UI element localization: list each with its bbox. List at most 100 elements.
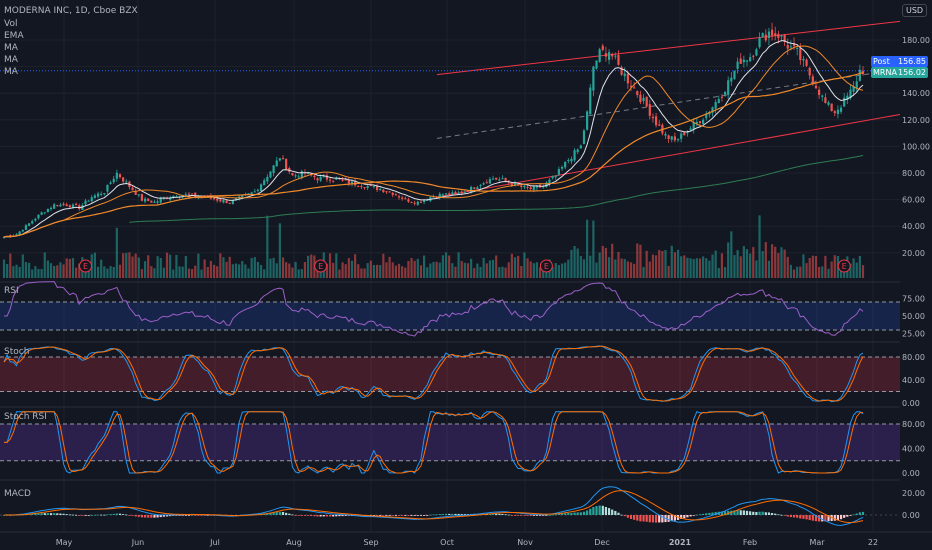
- macd-histogram-bar: [278, 511, 281, 515]
- macd-histogram-bar: [338, 515, 341, 517]
- volume-bar: [749, 253, 752, 278]
- stoch_rsi-tick-label: 80.00: [902, 420, 925, 429]
- candle-body: [2, 236, 6, 239]
- indicator-label-ma1[interactable]: MA: [4, 43, 18, 53]
- candle-body: [401, 197, 404, 199]
- volume-bar: [310, 254, 313, 278]
- volume-bar: [397, 263, 401, 278]
- candle-body: [601, 45, 604, 50]
- indicator-label-ema[interactable]: EMA: [4, 31, 24, 41]
- macd-histogram-bar: [651, 515, 655, 523]
- candle-body: [780, 35, 783, 37]
- stoch-pane-label[interactable]: Stoch: [4, 347, 30, 357]
- candle-body: [325, 175, 329, 180]
- macd-histogram-bar: [495, 513, 498, 515]
- candle-body: [758, 37, 761, 48]
- volume-bar: [592, 220, 595, 278]
- volume-bar: [291, 267, 294, 278]
- candle-body: [501, 178, 504, 180]
- time-tick-label: Jul: [209, 538, 220, 547]
- candle-body: [620, 67, 623, 75]
- candle-body: [607, 52, 611, 60]
- candle-body: [87, 200, 90, 202]
- volume-bar: [614, 259, 617, 278]
- candle-body: [560, 166, 564, 169]
- candle-body: [548, 179, 551, 184]
- macd-histogram-bar: [297, 515, 300, 516]
- candle-body: [24, 225, 28, 230]
- candle-body: [416, 201, 419, 205]
- candle-body: [667, 135, 670, 139]
- macd-histogram-bar: [658, 515, 661, 523]
- candle-body: [184, 194, 187, 196]
- candle-body: [59, 204, 62, 207]
- candle-body: [814, 85, 818, 89]
- candle-body: [692, 122, 695, 130]
- macd-pane-label[interactable]: MACD: [4, 489, 31, 499]
- candle-body: [407, 199, 410, 202]
- macd-histogram-bar: [335, 515, 338, 517]
- macd-histogram-bar: [191, 514, 194, 516]
- volume-bar: [808, 257, 811, 278]
- volume-bar: [203, 259, 206, 278]
- volume-bar: [535, 262, 539, 278]
- indicator-label-ma3[interactable]: MA: [4, 67, 18, 77]
- candle-body: [350, 181, 354, 185]
- candle-body: [711, 107, 714, 113]
- volume-bar: [520, 266, 523, 278]
- candle-body: [194, 192, 197, 197]
- volume-bar: [303, 262, 307, 278]
- candle-body: [796, 48, 799, 50]
- volume-bar: [711, 254, 714, 278]
- price-tick-label: 40.00: [902, 222, 925, 231]
- volume-bar: [479, 266, 482, 278]
- volume-bar: [821, 266, 824, 278]
- macd-histogram-bar: [112, 513, 115, 515]
- volume-bar: [93, 252, 97, 278]
- rsi-pane-label[interactable]: RSI: [4, 286, 19, 296]
- macd-histogram-bar: [551, 514, 554, 516]
- candle-body: [482, 183, 485, 185]
- volume-bar: [698, 258, 702, 278]
- candle-body: [858, 69, 861, 81]
- macd-histogram-bar: [714, 512, 717, 515]
- volume-bar: [65, 258, 68, 278]
- candle-body: [799, 48, 802, 60]
- macd-histogram-bar: [526, 515, 529, 516]
- volume-bar: [281, 257, 285, 278]
- candle-body: [702, 119, 705, 124]
- stoch_rsi-band: [0, 424, 900, 461]
- stoch-rsi-pane-label[interactable]: Stoch RSI: [4, 412, 47, 422]
- volume-bar: [413, 260, 416, 278]
- candle-body: [792, 43, 796, 47]
- candle-body: [739, 58, 742, 64]
- candle-body: [532, 186, 535, 190]
- volume-bar: [256, 261, 260, 278]
- macd-histogram-bar: [720, 511, 724, 515]
- volume-bar: [165, 252, 169, 278]
- volume-bar: [827, 268, 830, 278]
- candle-body: [316, 178, 319, 181]
- volume-bar: [858, 255, 861, 278]
- ma-line-2: [3, 72, 864, 238]
- candle-body: [470, 186, 473, 193]
- volume-bar: [278, 223, 281, 278]
- volume-bar: [680, 256, 683, 278]
- price-tick-label: 140.00: [902, 89, 930, 98]
- macd-histogram-bar: [319, 515, 322, 517]
- indicator-label-vol[interactable]: Vol: [4, 19, 18, 29]
- volume-bar: [200, 269, 203, 278]
- macd-histogram-bar: [401, 515, 404, 516]
- candle-body: [322, 176, 325, 178]
- indicator-label-ma2[interactable]: MA: [4, 55, 18, 65]
- volume-bar: [206, 267, 209, 278]
- volume-bar: [34, 266, 37, 278]
- currency-button[interactable]: USD: [902, 4, 928, 17]
- volume-bar: [491, 259, 495, 278]
- candle-body: [247, 193, 250, 195]
- macd-histogram-bar: [752, 511, 755, 515]
- candle-body: [332, 180, 335, 182]
- macd-histogram-bar: [441, 513, 445, 515]
